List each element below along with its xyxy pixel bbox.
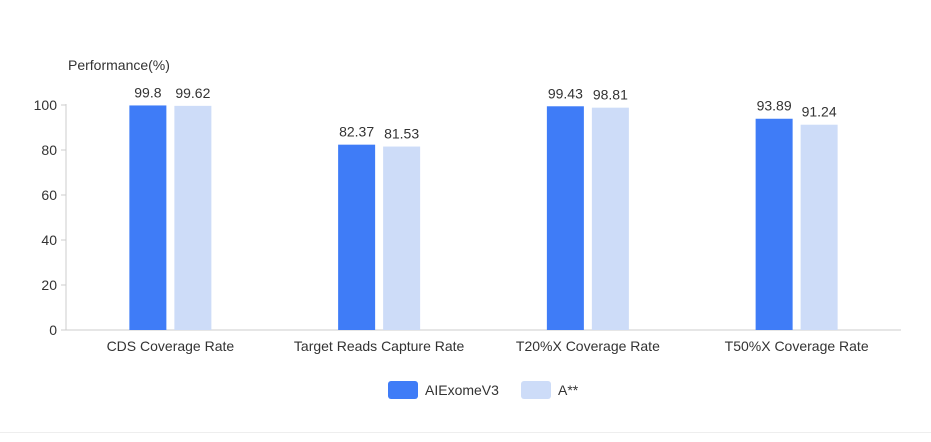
y-axis: 0 20 40 60 80 100 xyxy=(34,97,67,338)
bar-series-2 xyxy=(800,124,838,331)
legend-swatch xyxy=(521,381,551,399)
bottom-divider xyxy=(0,432,931,433)
bar-value-label: 81.53 xyxy=(384,126,419,142)
bar-series-1 xyxy=(338,144,376,330)
bars-group xyxy=(129,105,838,331)
y-tick-label: 40 xyxy=(41,232,57,248)
y-tick-label: 0 xyxy=(49,322,57,338)
bar-value-label: 99.8 xyxy=(134,84,161,100)
y-tick-label: 80 xyxy=(41,142,57,158)
y-tick-label: 60 xyxy=(41,187,57,203)
bar-value-label: 99.43 xyxy=(548,85,583,101)
x-tick-label: T20%X Coverage Rate xyxy=(516,338,660,354)
bar-series-2 xyxy=(174,105,212,330)
bar-series-1 xyxy=(129,105,167,330)
bar-series-1 xyxy=(546,106,584,330)
bar-series-2 xyxy=(591,107,629,331)
y-tick-label: 20 xyxy=(41,277,57,293)
bar-value-label: 93.89 xyxy=(757,98,792,114)
bar-value-label: 82.37 xyxy=(339,124,374,140)
bar-value-label: 99.62 xyxy=(175,85,210,101)
legend-swatch xyxy=(388,381,418,399)
x-tick-label: T50%X Coverage Rate xyxy=(725,338,869,354)
legend-label: A** xyxy=(558,382,579,398)
x-tick-label: CDS Coverage Rate xyxy=(107,338,235,354)
bar-series-2 xyxy=(383,146,421,330)
x-axis: CDS Coverage Rate Target Reads Capture Ra… xyxy=(66,329,901,354)
y-axis-title: Performance(%) xyxy=(68,57,170,73)
bar-series-1 xyxy=(755,118,793,330)
x-tick-label: Target Reads Capture Rate xyxy=(294,338,465,354)
y-tick-label: 100 xyxy=(34,97,58,113)
bar-value-label: 98.81 xyxy=(593,87,628,103)
bar-labels-group: 99.8 99.62 82.37 81.53 99.43 98.81 93.89 91.24 xyxy=(134,84,837,141)
legend: AIExomeV3 A** xyxy=(388,381,579,399)
bar-value-label: 91.24 xyxy=(802,104,837,120)
legend-label: AIExomeV3 xyxy=(425,382,499,398)
